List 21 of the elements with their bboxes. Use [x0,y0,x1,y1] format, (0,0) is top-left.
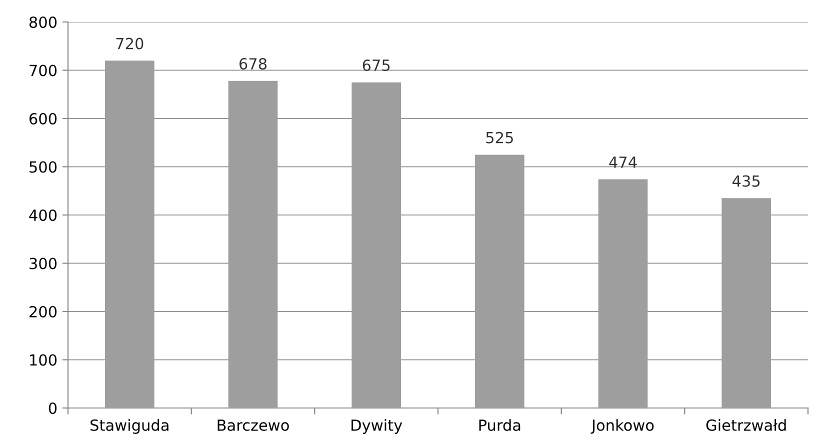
y-tick-label: 400 [29,209,57,222]
data-label: 474 [609,156,637,168]
data-label: 675 [362,59,390,72]
x-tick-label: Dywity [352,419,402,434]
y-tick-label: 0 [48,402,57,414]
data-label: 720 [116,38,144,50]
x-tick-label: Purda [479,419,520,431]
data-label: 525 [486,132,513,144]
x-tick-label: Stawiguda [90,419,168,434]
x-tick-label: Jonkowo [590,419,654,434]
x-tick-label: Barczewo [218,420,289,431]
y-tick-label: 200 [30,306,57,318]
y-tick-label: 600 [29,112,57,125]
data-label: 435 [732,175,760,187]
y-tick-label: 800 [29,16,57,28]
y-tick-label: 500 [30,161,57,173]
y-tick-label: 100 [30,354,57,366]
y-tick-label: 700 [30,64,57,76]
data-label: 678 [239,58,267,70]
y-tick-label: 300 [30,258,57,270]
x-tick-label: Gietrzwałd [706,419,786,431]
